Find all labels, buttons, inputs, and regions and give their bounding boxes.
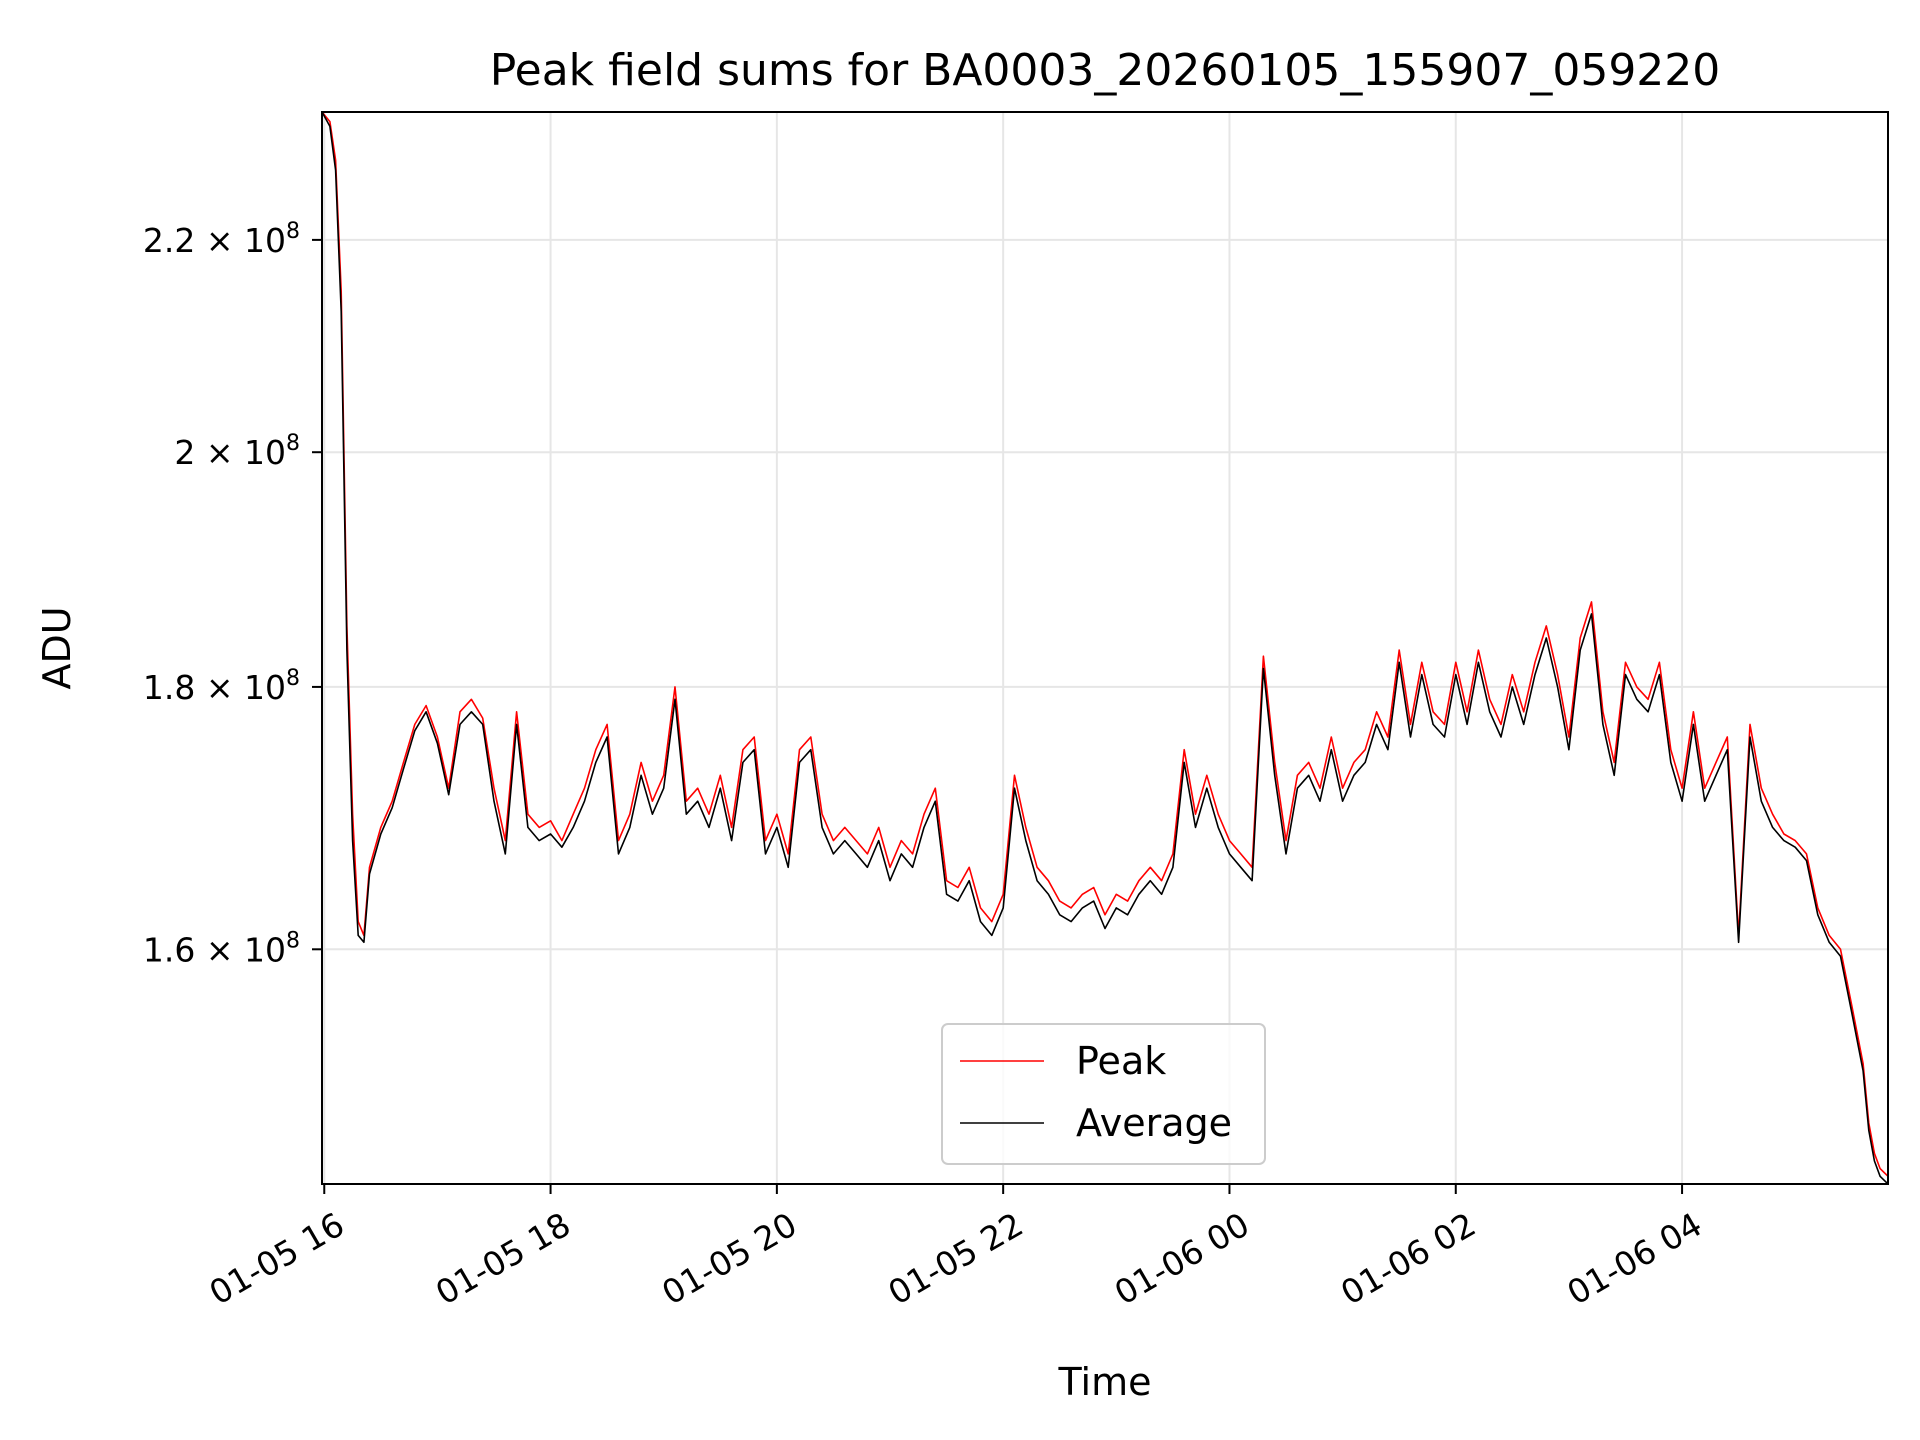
legend-box: [941, 1023, 1266, 1165]
y-axis-ticks: 1.6 × 108 1.8 × 108 2 × 108 2.2 × 108: [143, 219, 322, 969]
series-line-peak: [322, 112, 1888, 1177]
plot-frame: [321, 111, 1889, 1185]
legend-average-label: Average: [1076, 1101, 1232, 1145]
y-tick-label: 1.6 × 108: [143, 928, 300, 969]
x-axis-label: Time: [1058, 1360, 1152, 1404]
legend: Peak Average: [941, 1023, 1266, 1165]
series-layer: [322, 112, 1888, 1184]
series-line-average: [322, 112, 1888, 1184]
y-tick-label: 1.8 × 108: [143, 666, 300, 707]
chart-title: Peak field sums for BA0003_20260105_1559…: [490, 45, 1721, 96]
y-tick-label: 2.2 × 108: [143, 219, 300, 260]
legend-peak-label: Peak: [1076, 1039, 1166, 1083]
y-tick-label: 2 × 108: [174, 431, 300, 472]
y-axis-label: ADU: [35, 606, 79, 689]
grid-lines: [322, 112, 1888, 1184]
